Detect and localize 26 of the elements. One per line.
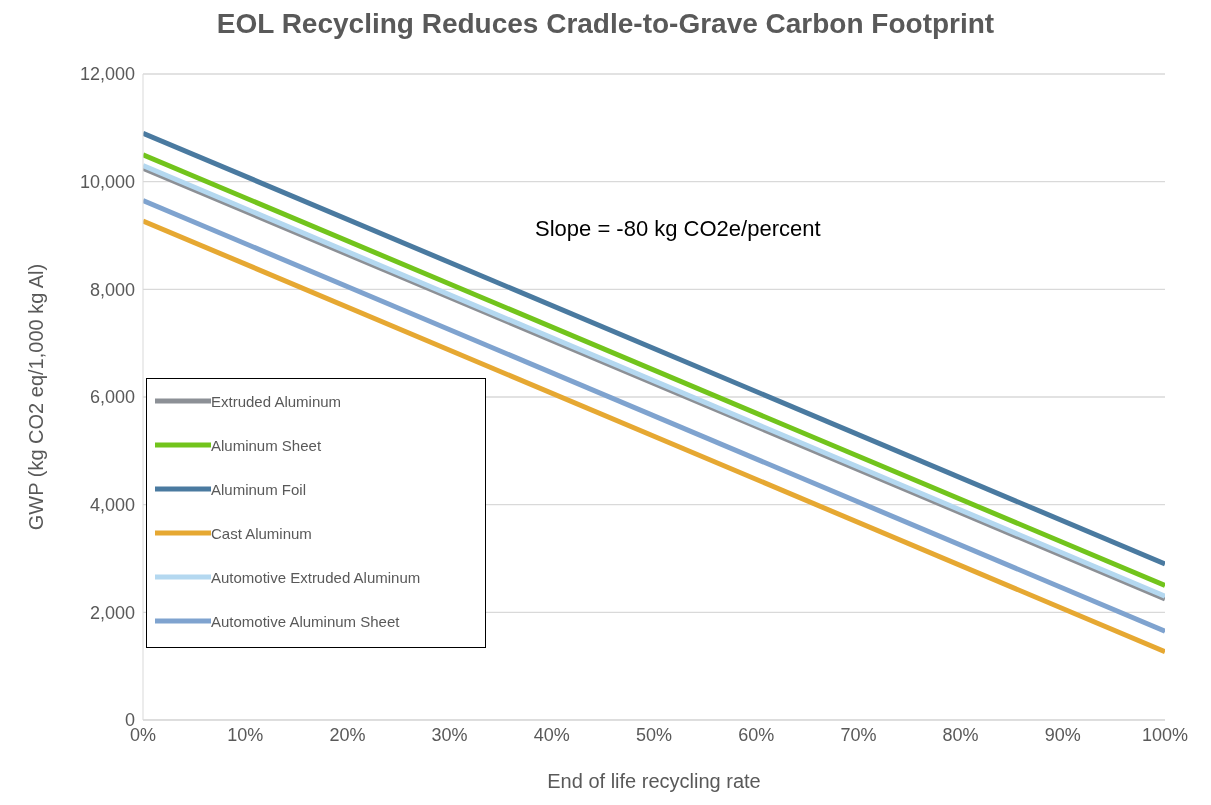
x-tick-label: 90% [1044, 724, 1081, 745]
y-tick-label: 2,000 [89, 602, 135, 623]
y-tick-label: 10,000 [79, 172, 135, 193]
legend-label: Extruded Aluminum [211, 392, 342, 410]
annotation: Slope = -80 kg CO2e/percent [535, 216, 821, 242]
x-tick-label: 20% [329, 724, 366, 745]
y-axis-title: GWP (kg CO2 eq/1,000 kg Al) [25, 263, 48, 531]
x-tick-label: 60% [738, 724, 775, 745]
chart-title: EOL Recycling Reduces Cradle-to-Grave Carbon Footprint [215, 8, 996, 40]
x-tick-label: 50% [635, 724, 673, 745]
legend-label: Automotive Extruded Aluminum [211, 568, 421, 586]
y-tick-label: 4,000 [89, 495, 135, 516]
x-tick-label: 10% [227, 724, 264, 745]
legend-label: Aluminum Sheet [211, 436, 322, 454]
x-tick-label: 70% [840, 724, 877, 745]
x-axis-title: End of life recycling rate [547, 770, 761, 792]
y-tick-label: 6,000 [89, 387, 135, 408]
x-tick-label: 80% [942, 724, 979, 745]
y-tick-label: 12,000 [79, 64, 135, 85]
x-tick-label: 100% [1141, 724, 1189, 745]
legend-label: Cast Aluminum [211, 524, 312, 542]
legend-label: Automotive Aluminum Sheet [211, 612, 400, 630]
y-tick-label: 8,000 [89, 279, 135, 300]
x-tick-label: 40% [533, 724, 570, 745]
x-tick-label: 30% [431, 724, 468, 745]
legend-label: Aluminum Foil [211, 480, 307, 498]
